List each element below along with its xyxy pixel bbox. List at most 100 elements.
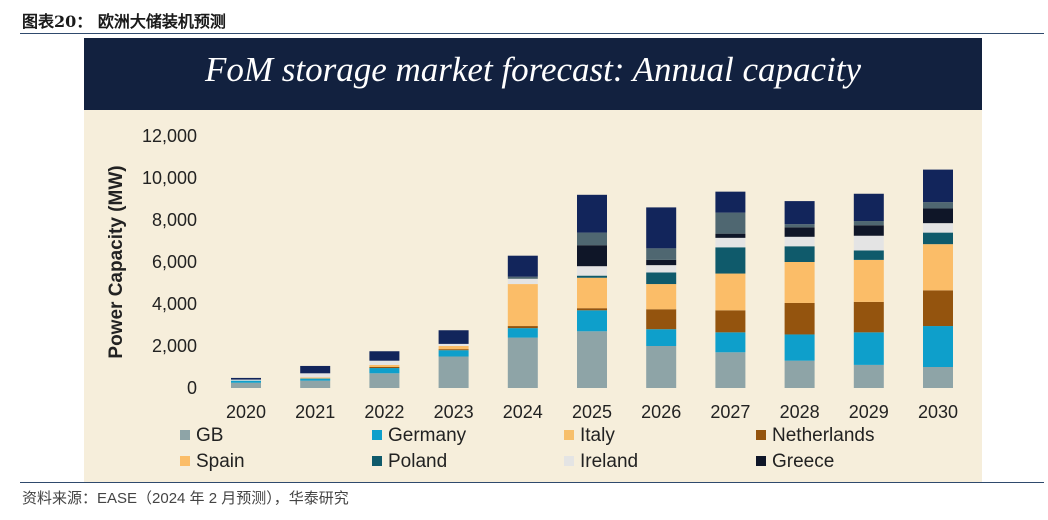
bar-segment-spain-2026 bbox=[646, 284, 677, 310]
x-tick-label: 2026 bbox=[641, 402, 681, 422]
bar-segment-gb-2024 bbox=[507, 337, 538, 388]
bar-segment-other-1-2030 bbox=[923, 202, 953, 209]
x-tick-label: 2020 bbox=[226, 402, 266, 422]
bar-segment-ireland-2030 bbox=[923, 223, 953, 233]
legend-swatch-greece bbox=[756, 456, 766, 466]
bar-segment-ireland-2020 bbox=[231, 379, 261, 381]
y-axis-label: Power Capacity (MW) bbox=[106, 165, 127, 358]
chart-title: FoM storage market forecast: Annual capa… bbox=[204, 50, 862, 89]
bar-segment-netherlands-2030 bbox=[923, 290, 953, 327]
bar-segment-other-1-2024 bbox=[507, 276, 538, 279]
bar-segment-netherlands-2029 bbox=[853, 301, 884, 333]
bar-segment-gb-2023 bbox=[438, 356, 469, 388]
bar-segment-netherlands-2026 bbox=[646, 309, 677, 330]
bar-segment-greece-2027 bbox=[715, 233, 746, 238]
legend-swatch-netherlands bbox=[756, 430, 766, 440]
bar-segment-other-2-2027 bbox=[715, 191, 746, 213]
bar-segment-gb-2028 bbox=[784, 360, 815, 388]
bar-segment-ireland-2025 bbox=[577, 266, 607, 276]
bar-segment-other-1-2025 bbox=[577, 232, 607, 246]
bar-segment-netherlands-2028 bbox=[784, 302, 815, 335]
bar-segment-germany-2024 bbox=[507, 328, 538, 338]
bar-segment-netherlands-2023 bbox=[438, 349, 469, 351]
bar-segment-germany-2023 bbox=[438, 350, 469, 357]
bar-segment-ireland-2028 bbox=[784, 236, 815, 247]
bar-segment-poland-2027 bbox=[715, 247, 746, 274]
legend-swatch-gb bbox=[180, 430, 190, 440]
bar-segment-spain-2023 bbox=[438, 346, 469, 350]
legend-label-gb: GB bbox=[196, 425, 223, 446]
y-tick-label: 0 bbox=[187, 378, 197, 398]
x-tick-label: 2023 bbox=[434, 402, 474, 422]
bar-segment-other-2-2026 bbox=[646, 207, 677, 249]
bar-segment-germany-2026 bbox=[646, 329, 677, 346]
bar-segment-greece-2025 bbox=[577, 245, 607, 267]
legend-swatch-ireland bbox=[564, 456, 574, 466]
legend-label-ireland: Ireland bbox=[580, 451, 638, 472]
y-tick-label: 12,000 bbox=[142, 126, 197, 146]
bars-group bbox=[231, 169, 953, 388]
bar-segment-ireland-2024 bbox=[507, 278, 538, 285]
y-tick-label: 2,000 bbox=[152, 336, 197, 356]
bar-segment-other-1-2026 bbox=[646, 248, 677, 260]
bar-segment-other-2-2021 bbox=[300, 365, 331, 374]
x-tick-label: 2029 bbox=[849, 402, 889, 422]
bar-segment-spain-2024 bbox=[507, 284, 538, 327]
figure-caption: 图表20： 欧洲大储装机预测 bbox=[22, 12, 226, 31]
legend-label-spain: Spain bbox=[196, 451, 245, 472]
bar-segment-other-2-2028 bbox=[784, 201, 815, 225]
bar-segment-spain-2027 bbox=[715, 273, 746, 311]
y-tick-label: 10,000 bbox=[142, 168, 197, 188]
legend-swatch-poland bbox=[372, 456, 382, 466]
x-tick-label: 2025 bbox=[572, 402, 612, 422]
bar-segment-gb-2027 bbox=[715, 352, 746, 388]
bar-segment-netherlands-2025 bbox=[577, 308, 607, 311]
bar-segment-netherlands-2027 bbox=[715, 310, 746, 333]
bar-segment-gb-2025 bbox=[577, 331, 607, 388]
bar-segment-gb-2026 bbox=[646, 346, 677, 388]
bar-segment-poland-2025 bbox=[577, 275, 607, 278]
y-tick-label: 6,000 bbox=[152, 252, 197, 272]
bar-segment-other-1-2028 bbox=[784, 224, 815, 228]
x-axis-ticks: 2020 2021 2022 2023 2024 2025 2026 2027 2028 2029… bbox=[226, 402, 958, 422]
x-tick-label: 2028 bbox=[780, 402, 820, 422]
bar-segment-spain-2025 bbox=[577, 277, 607, 309]
bar-segment-gb-2029 bbox=[853, 364, 884, 388]
x-tick-label: 2022 bbox=[364, 402, 404, 422]
bar-segment-other-2-2020 bbox=[231, 377, 261, 380]
legend-label-italy: Italy bbox=[580, 425, 615, 446]
stacked-bar-chart: Power Capacity (MW) 0 2,000 4,000 6,000 8,00… bbox=[106, 126, 958, 472]
bar-segment-other-1-2027 bbox=[715, 212, 746, 234]
bar-segment-other-2-2022 bbox=[369, 351, 400, 361]
caption-divider bbox=[20, 33, 1044, 34]
bar-segment-greece-2026 bbox=[646, 259, 677, 266]
bar-segment-other-2-2024 bbox=[507, 255, 538, 277]
bar-segment-greece-2029 bbox=[853, 225, 884, 236]
legend-swatch-germany bbox=[372, 430, 382, 440]
x-tick-label: 2021 bbox=[295, 402, 335, 422]
bar-segment-other-2-2023 bbox=[438, 330, 469, 344]
legend: GB Germany Italy Netherlands Spain Poland Irel… bbox=[180, 425, 874, 472]
bar-segment-germany-2028 bbox=[784, 334, 815, 361]
legend-label-poland: Poland bbox=[388, 451, 447, 472]
bar-segment-ireland-2023 bbox=[438, 343, 469, 346]
bar-segment-greece-2030 bbox=[923, 208, 953, 224]
bar-segment-ireland-2022 bbox=[369, 360, 400, 365]
bar-segment-poland-2030 bbox=[923, 232, 953, 245]
bar-segment-spain-2028 bbox=[784, 262, 815, 303]
bar-segment-ireland-2029 bbox=[853, 235, 884, 251]
legend-label-greece: Greece bbox=[772, 451, 834, 472]
chart-title-banner: FoM storage market forecast: Annual capa… bbox=[84, 38, 982, 110]
bar-segment-germany-2029 bbox=[853, 332, 884, 365]
bar-segment-other-2-2029 bbox=[853, 193, 884, 222]
y-axis-ticks: 0 2,000 4,000 6,000 8,000 10,000 12,000 bbox=[142, 126, 197, 398]
bar-segment-germany-2027 bbox=[715, 332, 746, 353]
bar-segment-spain-2030 bbox=[923, 244, 953, 291]
bar-segment-poland-2028 bbox=[784, 246, 815, 262]
bar-segment-poland-2029 bbox=[853, 250, 884, 260]
bar-segment-germany-2030 bbox=[923, 326, 953, 367]
bar-segment-ireland-2021 bbox=[300, 373, 331, 378]
bar-segment-ireland-2027 bbox=[715, 237, 746, 248]
bar-segment-ireland-2026 bbox=[646, 265, 677, 273]
legend-swatch-italy bbox=[564, 430, 574, 440]
